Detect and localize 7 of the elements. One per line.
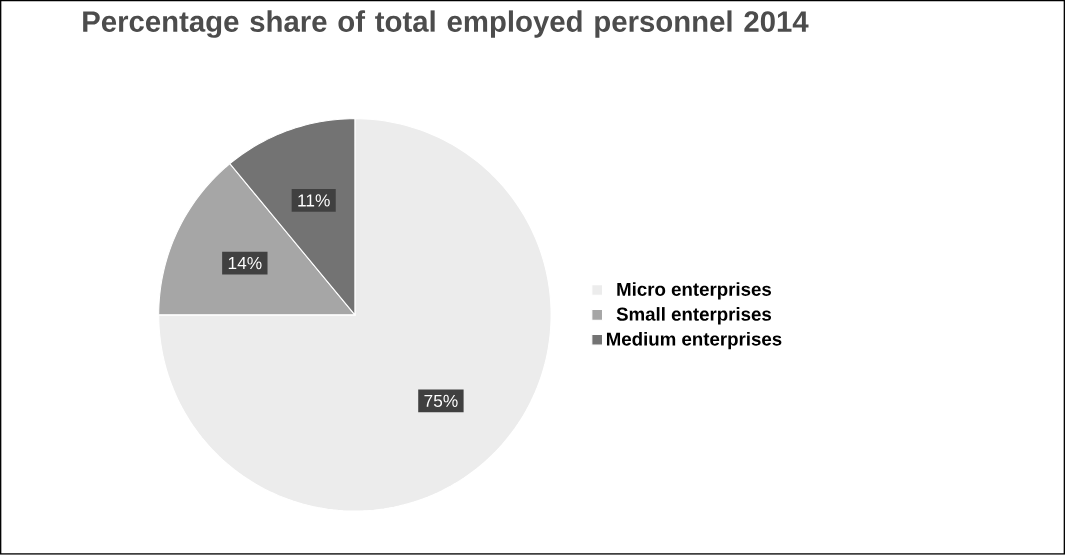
legend-label: Micro enterprises: [617, 282, 772, 300]
data-label: 14%: [228, 257, 262, 270]
legend-label: Small enterprises: [616, 307, 772, 325]
data-label: 75%: [424, 394, 458, 408]
legend-label: Medium enterprises: [606, 332, 782, 350]
chart-title: Percentage share of total employed personnel 2014: [83, 10, 809, 39]
data-label: 11%: [298, 194, 330, 207]
